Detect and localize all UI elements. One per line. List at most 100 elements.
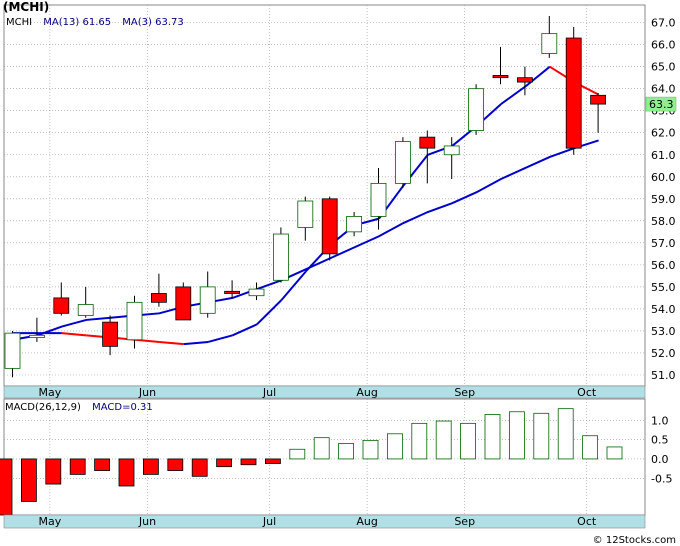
- ma3-segment: [256, 299, 283, 326]
- macd-month-label: Aug: [356, 515, 377, 528]
- candle-body: [492, 75, 509, 79]
- macd-bar: [606, 446, 623, 460]
- price-tick-label: 53.0: [651, 325, 676, 338]
- price-month-label: Jul: [262, 386, 276, 399]
- candle-body: [150, 293, 167, 303]
- candle-body: [541, 33, 558, 54]
- symbol-label: MCHI: [6, 17, 33, 28]
- macd-bar: [582, 435, 598, 460]
- price-plot-area: [3, 4, 646, 387]
- ma3-segment: [232, 323, 258, 337]
- price-tick-label: 59.0: [651, 193, 676, 206]
- ma3-segment: [280, 270, 307, 301]
- candle: [370, 167, 387, 230]
- macd-bar: [191, 458, 208, 477]
- candle: [468, 84, 485, 135]
- macd-bar: [411, 422, 428, 460]
- macd-bar: [0, 458, 13, 516]
- candle: [565, 27, 582, 155]
- candle-body: [370, 182, 387, 217]
- candle-body: [102, 321, 118, 347]
- candle: [517, 66, 533, 96]
- ma3-segment: [207, 334, 233, 343]
- candle-body: [419, 136, 436, 149]
- candle: [272, 227, 289, 283]
- macd-name: MACD: [92, 402, 123, 413]
- candle: [126, 295, 143, 349]
- candle: [199, 271, 216, 318]
- macd-bar: [362, 439, 379, 460]
- candle: [321, 196, 338, 261]
- macd-value: 0.31: [130, 402, 153, 413]
- price-legend: MCHI MA(13) 61.65 MA(3) 63.73: [6, 17, 192, 28]
- candle: [297, 196, 314, 241]
- macd-bar: [289, 448, 306, 460]
- macd-label: MACD(26,12,9): [5, 402, 81, 413]
- macd-bar: [216, 458, 233, 468]
- candle: [492, 46, 509, 85]
- candle-body: [468, 88, 485, 131]
- price-tick-label: 54.0: [651, 303, 676, 316]
- candle-body: [394, 141, 411, 184]
- price-month-label: Oct: [577, 386, 597, 399]
- candle: [443, 137, 460, 179]
- macd-bar: [435, 420, 452, 460]
- price-tick-label: 52.0: [651, 347, 676, 360]
- candle-body: [4, 332, 21, 369]
- price-tick-label: 56.0: [651, 259, 676, 272]
- price-tick-label: 61.0: [651, 149, 676, 162]
- candle-body: [272, 233, 289, 281]
- price-tick-label: 58.0: [651, 215, 676, 228]
- candle-body: [199, 286, 216, 314]
- macd-tick-label: 0.5: [651, 434, 669, 447]
- macd-bar: [69, 458, 86, 475]
- candle-body: [77, 304, 94, 316]
- macd-month-label: Oct: [577, 515, 597, 528]
- macd-bar: [460, 422, 477, 460]
- candle-body: [248, 288, 265, 297]
- candle: [77, 286, 94, 318]
- candle-body: [517, 77, 533, 83]
- candle: [53, 282, 70, 316]
- macd-month-label: Jun: [138, 515, 156, 528]
- ma3-segment: [524, 65, 551, 88]
- candle-body: [346, 216, 363, 233]
- price-tick-label: 60.0: [651, 171, 676, 184]
- price-tick-label: 64.0: [651, 83, 676, 96]
- price-tick-label: 65.0: [651, 61, 676, 74]
- price-panel: 51.0 52.0 53.0 54.0 55.0 56.0 57.0 58.0 59.0 60.0…: [3, 4, 677, 399]
- macd-axis-band: [3, 514, 646, 529]
- price-tick-label: 57.0: [651, 237, 676, 250]
- price-tick-label: 62.0: [651, 127, 676, 140]
- candle-body: [297, 200, 314, 228]
- macd-legend: MACD(26,12,9) MACD=0.31: [5, 402, 161, 413]
- candle: [590, 93, 606, 133]
- macd-bar: [557, 408, 574, 460]
- macd-bar: [386, 433, 403, 460]
- macd-bar: [167, 458, 184, 471]
- candle-body: [224, 290, 241, 294]
- ma3-value: 63.73: [155, 17, 184, 28]
- price-tick-label: 51.0: [651, 369, 676, 382]
- macd-bar: [484, 414, 501, 460]
- macd-tick-label: 1.0: [651, 414, 669, 427]
- macd-bar: [313, 437, 330, 460]
- macd-bar: [338, 443, 355, 460]
- macd-bar: [508, 411, 525, 460]
- macd-bar: [118, 458, 135, 487]
- candle: [394, 137, 411, 188]
- candle: [4, 330, 21, 378]
- macd-bar: [94, 458, 110, 471]
- macd-bar: [142, 458, 159, 475]
- candle: [150, 273, 167, 307]
- candle: [28, 317, 45, 342]
- candle-body: [28, 334, 45, 338]
- ma3-label: MA(3): [122, 17, 152, 28]
- candle-body: [443, 145, 460, 156]
- macd-tick-label: -0.5: [651, 472, 672, 485]
- chart-title: (MCHI): [3, 0, 50, 14]
- macd-legend-value: MACD=0.31: [92, 402, 153, 413]
- candle-body: [175, 286, 192, 321]
- price-axis-band: [3, 385, 646, 399]
- macd-bar: [264, 458, 281, 464]
